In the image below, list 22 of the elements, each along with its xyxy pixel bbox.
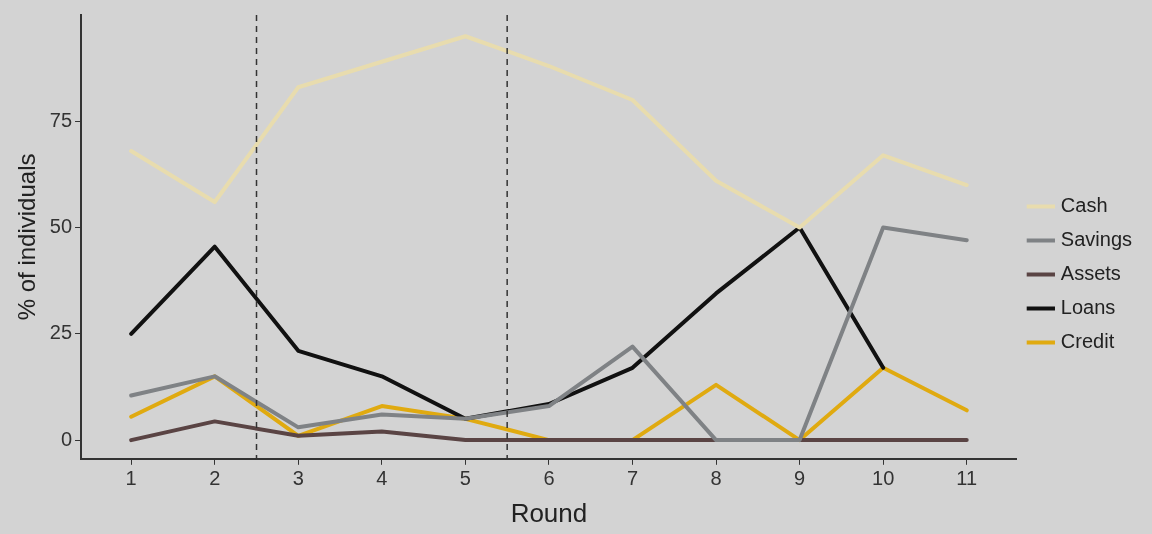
- legend-label: Loans: [1060, 296, 1116, 319]
- y-tick-label: 0: [60, 427, 73, 450]
- x-axis-title: Round: [510, 497, 588, 528]
- x-tick-label: 3: [292, 467, 304, 490]
- x-tick-label: 6: [543, 467, 555, 490]
- x-tick-label: 11: [956, 467, 978, 490]
- x-tick-label: 1: [125, 467, 137, 490]
- x-tick-label: 7: [626, 467, 639, 490]
- legend-label: Assets: [1060, 262, 1121, 285]
- y-tick-label: 75: [49, 108, 73, 131]
- legend-label: Savings: [1060, 228, 1132, 251]
- y-tick-label: 50: [49, 215, 73, 238]
- legend-label: Credit: [1060, 330, 1115, 353]
- x-tick-label: 10: [872, 467, 895, 490]
- x-tick-label: 4: [376, 467, 388, 490]
- x-tick-label: 5: [459, 467, 471, 490]
- y-axis-title: % of individuals: [13, 153, 41, 321]
- x-tick-label: 9: [794, 467, 806, 490]
- legend-label: Cash: [1060, 194, 1108, 217]
- x-tick-label: 2: [209, 467, 221, 490]
- x-tick-label: 8: [710, 467, 722, 490]
- y-tick-label: 25: [49, 321, 73, 344]
